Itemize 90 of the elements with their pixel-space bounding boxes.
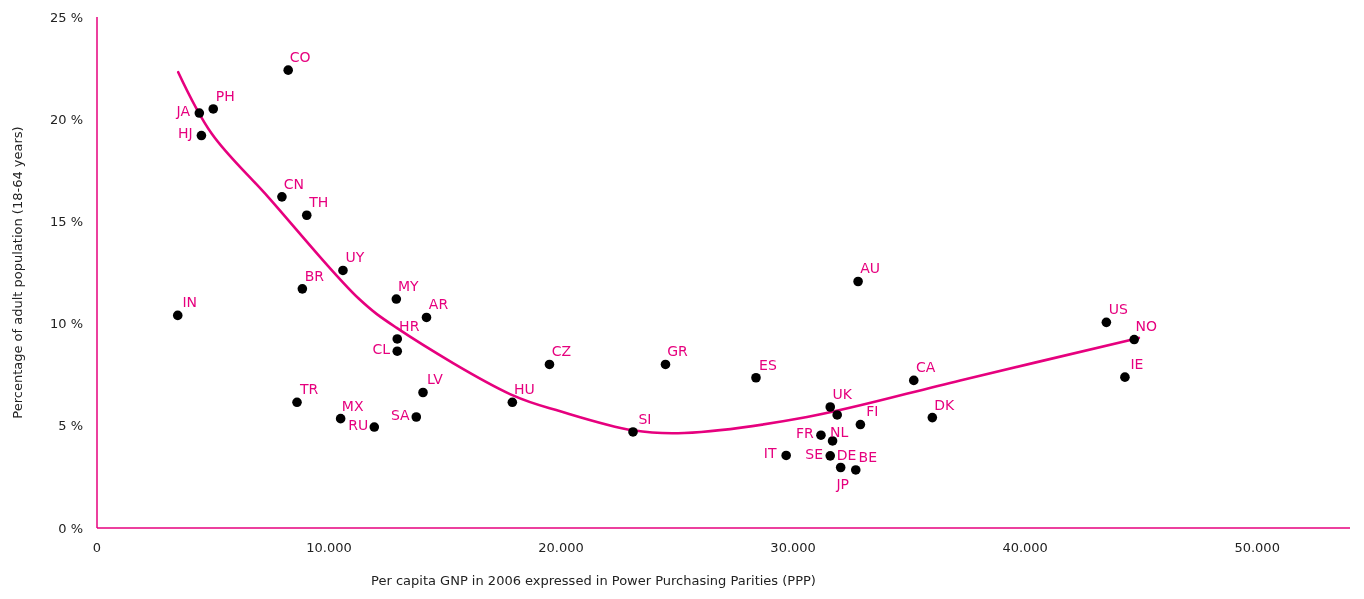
x-tick-label: 0: [92, 540, 102, 555]
y-tick-label: 5 %: [58, 418, 83, 434]
point: [781, 450, 791, 461]
point: [827, 436, 838, 446]
point: [301, 210, 312, 221]
point: [421, 312, 432, 323]
x-tick-label: 20.000: [538, 540, 584, 555]
y-axis-title: Percentage of adult population (18-64 years): [10, 126, 25, 419]
annotation: CZ: [551, 343, 572, 360]
annotation: SA: [390, 406, 411, 423]
point: [292, 397, 302, 408]
annotation: SI: [638, 410, 652, 427]
point: [660, 359, 671, 370]
point: [853, 276, 863, 287]
point: [418, 387, 428, 398]
annotation: GR: [667, 343, 689, 360]
point: [391, 294, 402, 304]
annotation: AR: [428, 296, 449, 313]
annotation: MX: [341, 397, 364, 414]
y-tick-label: 15 %: [49, 213, 83, 229]
annotation: ES: [759, 356, 777, 373]
point: [411, 412, 422, 422]
annotation: IT: [763, 445, 777, 462]
annotation: DK: [934, 396, 956, 413]
annotation: TR: [298, 381, 319, 398]
point: [1101, 317, 1112, 328]
annotation: TH: [308, 194, 329, 211]
annotation: IN: [182, 294, 198, 311]
y-tick-label: 10 %: [49, 316, 83, 332]
point: [196, 130, 207, 141]
annotation: JP: [835, 476, 849, 493]
point: [172, 310, 183, 321]
annotation: PH: [215, 87, 235, 104]
point: [369, 422, 380, 432]
point: [835, 462, 846, 473]
point: [628, 427, 638, 437]
point: [855, 419, 866, 430]
point: [392, 346, 403, 356]
annotation: UK: [832, 385, 853, 402]
annotation: AU: [860, 260, 880, 277]
annotation: US: [1108, 301, 1129, 318]
point: [832, 410, 842, 420]
point: [507, 397, 518, 408]
point: [208, 104, 219, 114]
point: [927, 412, 938, 423]
annotation: HJ: [178, 125, 193, 142]
point: [1120, 372, 1130, 382]
annotation: UY: [345, 249, 365, 266]
point: [908, 375, 919, 386]
annotation: CA: [916, 359, 936, 376]
y-tick-label: 20 %: [49, 111, 83, 127]
annotation: NO: [1135, 318, 1157, 335]
point: [392, 334, 403, 344]
point: [850, 465, 861, 475]
y-tick-label: 25 %: [49, 9, 83, 25]
annotation: FR: [796, 425, 815, 442]
annotation: RU: [348, 416, 369, 433]
annotation: CN: [283, 175, 305, 192]
point: [751, 372, 761, 383]
annotation: DE: [836, 446, 857, 463]
point: [194, 108, 205, 118]
x-tick-label: 50.000: [1234, 540, 1280, 555]
x-tick-label: 40.000: [1002, 540, 1048, 555]
point: [297, 284, 308, 294]
annotation: IE: [1130, 356, 1144, 373]
point: [277, 192, 287, 202]
annotation: SE: [805, 445, 824, 462]
annotation: HU: [513, 381, 535, 398]
point: [283, 65, 293, 75]
point: [335, 413, 346, 424]
point: [338, 265, 348, 276]
point: [1129, 334, 1140, 345]
y-tick-label: 0 %: [58, 520, 83, 536]
point: [816, 430, 826, 440]
annotation: FI: [866, 403, 879, 420]
x-tick-label: 10.000: [306, 540, 352, 555]
x-tick-label: 30.000: [770, 540, 816, 555]
annotation: HR: [399, 317, 420, 334]
annotation: MY: [398, 277, 420, 294]
annotation: LV: [427, 371, 444, 388]
point: [825, 451, 836, 461]
annotation: BE: [858, 448, 877, 465]
annotation: CL: [372, 341, 391, 358]
annotation: NL: [830, 423, 849, 440]
point: [544, 359, 555, 370]
point: [825, 402, 836, 412]
x-axis-title: Per capita GNP in 2006 expressed in Power Purchasing Parities (PPP): [371, 573, 816, 588]
annotation: JA: [175, 102, 191, 119]
annotation: CO: [289, 49, 311, 66]
annotation: BR: [304, 267, 325, 284]
